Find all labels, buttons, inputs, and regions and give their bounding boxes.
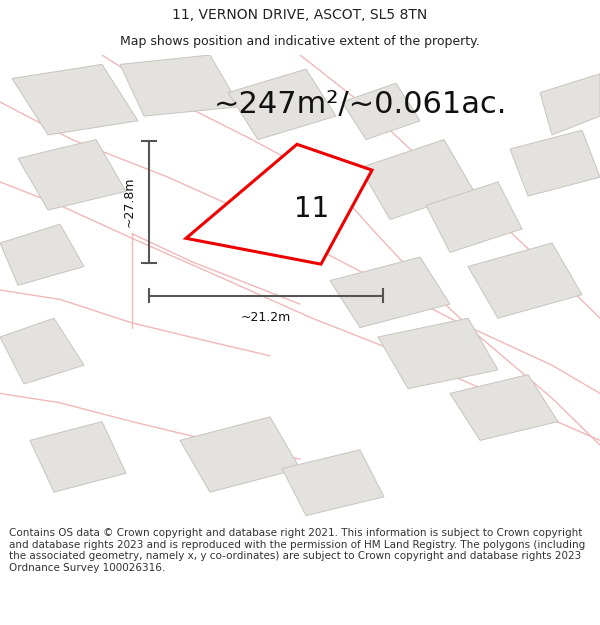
Text: ~247m²/~0.061ac.: ~247m²/~0.061ac.: [214, 90, 506, 119]
Polygon shape: [30, 422, 126, 492]
Polygon shape: [330, 257, 450, 328]
Polygon shape: [282, 450, 384, 516]
Polygon shape: [450, 374, 558, 441]
Polygon shape: [426, 182, 522, 253]
Polygon shape: [12, 64, 138, 135]
Polygon shape: [18, 139, 126, 210]
Polygon shape: [468, 243, 582, 318]
Text: Map shows position and indicative extent of the property.: Map shows position and indicative extent…: [120, 35, 480, 48]
Polygon shape: [360, 139, 474, 219]
Text: ~27.8m: ~27.8m: [123, 176, 136, 227]
Text: 11, VERNON DRIVE, ASCOT, SL5 8TN: 11, VERNON DRIVE, ASCOT, SL5 8TN: [172, 8, 428, 22]
Polygon shape: [510, 130, 600, 196]
Polygon shape: [180, 417, 300, 492]
Polygon shape: [0, 224, 84, 285]
Polygon shape: [378, 318, 498, 389]
Polygon shape: [228, 69, 336, 139]
Polygon shape: [186, 144, 372, 264]
Polygon shape: [540, 74, 600, 135]
Text: Contains OS data © Crown copyright and database right 2021. This information is : Contains OS data © Crown copyright and d…: [9, 528, 585, 572]
Polygon shape: [342, 83, 420, 139]
Polygon shape: [0, 318, 84, 384]
Polygon shape: [120, 55, 240, 116]
Text: ~21.2m: ~21.2m: [241, 311, 291, 324]
Text: 11: 11: [295, 195, 329, 223]
